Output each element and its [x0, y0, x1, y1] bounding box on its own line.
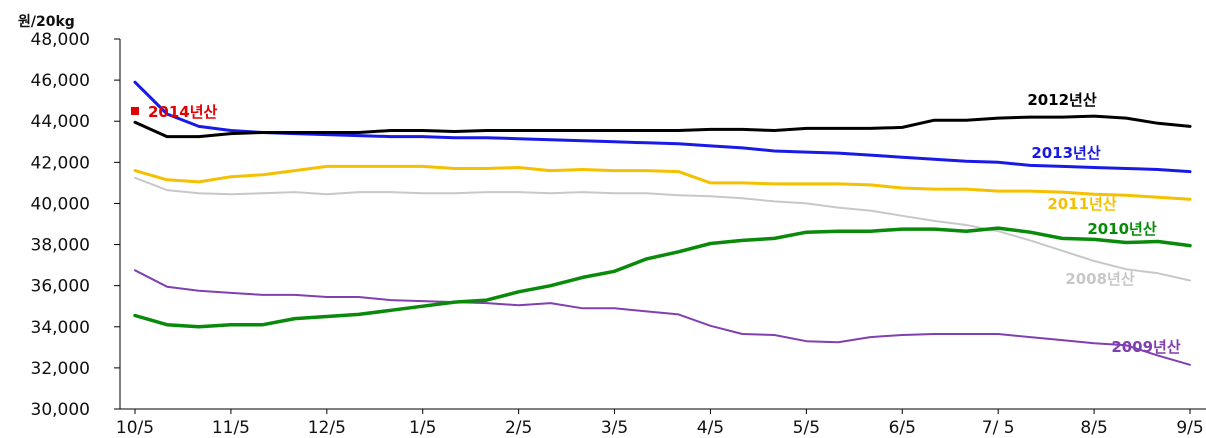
y-tick-label: 48,000: [31, 30, 90, 50]
series-label-2010년산: 2010년산: [1087, 220, 1157, 238]
y-tick-label: 44,000: [31, 112, 90, 132]
x-tick-label: 8/5: [1080, 418, 1107, 438]
x-tick-label: 9/5: [1176, 418, 1203, 438]
x-tick-label: 10/5: [116, 418, 154, 438]
point-marker-2014년산: [131, 106, 139, 115]
y-tick-label: 34,000: [31, 318, 90, 338]
y-tick-label: 32,000: [31, 359, 90, 379]
unit-label: 원/20kg: [18, 14, 75, 30]
labels-layer: 2012년산 2013년산 2011년산 2010년산 2008년산 2009년산 2014…: [148, 91, 1181, 356]
x-tick-label: 12/5: [308, 418, 346, 438]
y-tick-label: 42,000: [31, 153, 90, 173]
y-tick-label: 36,000: [31, 277, 90, 297]
y-tick-label: 40,000: [31, 194, 90, 214]
y-tick-label: 38,000: [31, 236, 90, 256]
x-tick-label: 3/5: [601, 418, 628, 438]
series-line-2013년산: [133, 80, 1192, 174]
series-label-2011년산: 2011년산: [1047, 195, 1117, 213]
series-label-2009년산: 2009년산: [1111, 338, 1181, 356]
x-tick-label: 4/5: [697, 418, 724, 438]
series-line-2012년산: [133, 114, 1192, 139]
series-line-2010년산: [133, 226, 1192, 329]
x-tick-label: 7/ 5: [982, 418, 1015, 438]
y-tick-label: 46,000: [31, 71, 90, 91]
x-tick-label: 1/5: [409, 418, 436, 438]
series-line-2008년산: [134, 176, 1191, 282]
series-line-2009년산: [134, 269, 1191, 366]
x-tick-label: 6/5: [889, 418, 916, 438]
x-tick-label: 2/5: [505, 418, 532, 438]
series-line-2011년산: [133, 164, 1192, 201]
series-label-2014년산: 2014년산: [148, 103, 218, 121]
series-layer: [131, 80, 1192, 366]
x-tick-label: 11/5: [212, 418, 250, 438]
series-label-2012년산: 2012년산: [1027, 91, 1097, 109]
series-label-2008년산: 2008년산: [1065, 270, 1135, 288]
series-label-2013년산: 2013년산: [1031, 144, 1101, 162]
x-tick-label: 5/5: [793, 418, 820, 438]
axes: 48,000 46,000 44,000 42,000 40,000 38,000 36,0…: [31, 30, 1206, 438]
y-tick-label: 30,000: [31, 400, 90, 420]
